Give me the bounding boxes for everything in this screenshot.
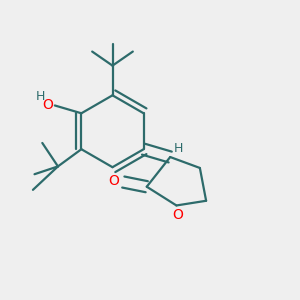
Text: O: O <box>172 208 183 222</box>
Text: H: H <box>36 90 45 103</box>
Text: O: O <box>108 174 119 188</box>
Text: H: H <box>174 142 184 155</box>
Text: O: O <box>42 98 53 112</box>
